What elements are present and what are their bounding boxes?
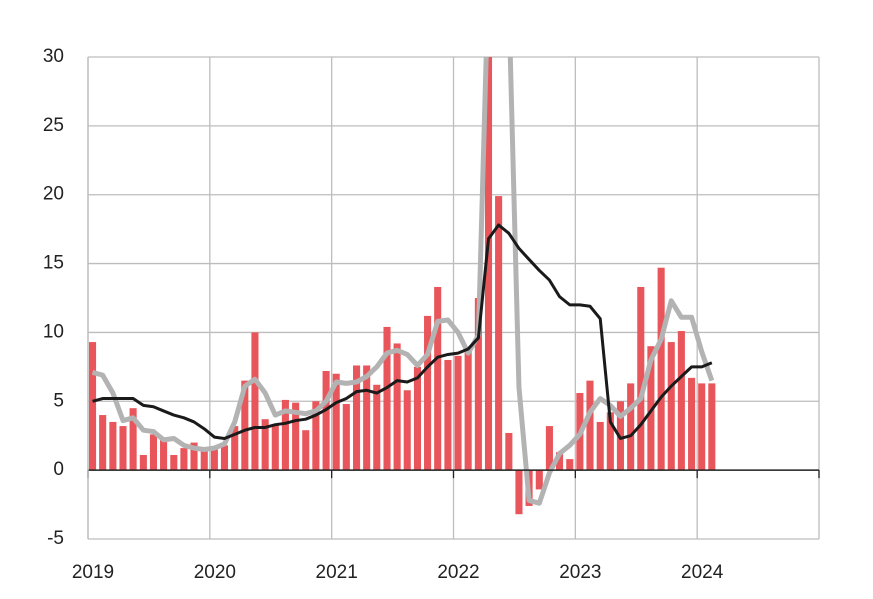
bar [210,448,218,471]
bar [677,331,685,471]
bar [413,366,422,471]
bar [261,419,269,471]
y-tick-label: 10 [43,321,64,342]
bar [241,380,249,471]
bar [160,438,168,471]
bar [474,298,482,471]
bar [180,448,188,471]
bar [434,286,442,471]
bar [647,346,655,471]
y-tick-label: -5 [47,528,64,549]
bar [454,355,462,471]
bar [363,365,371,471]
bar [99,415,107,471]
bar [190,442,198,471]
bar [373,384,381,471]
bar [657,267,665,471]
bar [403,390,411,471]
bar [139,454,147,471]
bar [698,383,706,471]
bar [708,383,716,471]
bar [515,470,523,515]
line [92,223,713,440]
bar [383,326,391,471]
bar [129,408,137,471]
bar [555,452,564,471]
bar [109,421,117,471]
bar [332,373,340,471]
bar [271,424,279,471]
bar [495,196,503,471]
bar [251,332,259,471]
bar [688,377,696,471]
bar [342,404,350,471]
x-tick-label: 2024 [681,562,724,583]
y-tick-label: 30 [43,46,64,67]
bar [424,315,432,471]
x-tick-label: 2019 [72,562,114,583]
bar [637,286,645,471]
plot-area [89,57,716,515]
bar [149,434,157,471]
bar [505,432,513,471]
bar [393,343,401,471]
bar [444,359,452,471]
bar [606,412,614,471]
bar [596,421,604,471]
bar [535,470,543,490]
bar [200,448,208,471]
y-tick-label: 5 [53,390,64,411]
bar [484,57,493,471]
bar [89,342,97,471]
x-tick-label: 2021 [316,562,358,583]
y-tick-label: 15 [43,253,64,274]
bar [545,426,553,471]
bar [627,383,635,471]
x-tick-label: 2022 [437,562,479,583]
x-tick-label: 2020 [194,562,236,583]
bar [220,445,229,471]
y-tick-label: 20 [43,184,64,205]
bar [464,350,472,471]
bar [322,370,330,471]
bar [119,426,127,471]
x-tick-label: 2023 [559,562,601,583]
bar [231,426,239,471]
y-tick-label: 0 [53,459,64,480]
bar [281,399,289,471]
bar [170,454,178,471]
bar [586,380,594,471]
bar [312,401,320,471]
bar [302,430,310,471]
bar [566,459,574,471]
y-tick-label: 25 [43,115,64,136]
bar [292,402,300,471]
bar [667,342,675,471]
bar [353,365,361,471]
